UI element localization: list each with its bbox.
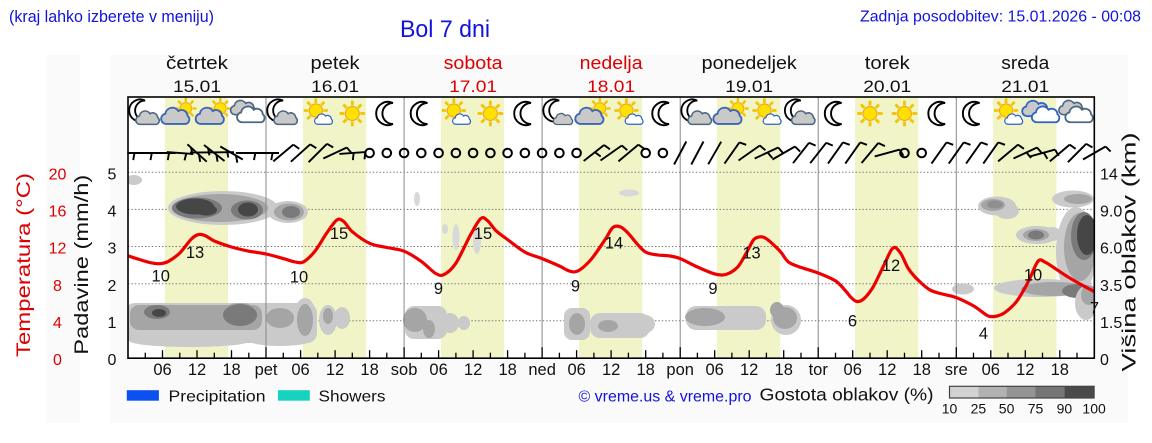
svg-text:18: 18 — [360, 361, 378, 379]
svg-text:6: 6 — [848, 312, 857, 330]
svg-text:3.5: 3.5 — [1100, 278, 1122, 295]
svg-text:7: 7 — [1090, 300, 1099, 318]
svg-text:15: 15 — [474, 225, 492, 243]
svg-text:8: 8 — [53, 278, 62, 295]
svg-text:17.01: 17.01 — [449, 77, 497, 96]
svg-text:12: 12 — [49, 241, 67, 258]
svg-text:sobota: sobota — [444, 53, 504, 73]
svg-text:ponedeljek: ponedeljek — [702, 53, 798, 73]
svg-text:nedelja: nedelja — [580, 53, 644, 73]
svg-text:15: 15 — [330, 225, 348, 243]
svg-text:2: 2 — [108, 278, 117, 295]
svg-text:10: 10 — [942, 401, 958, 417]
svg-text:četrtek: četrtek — [166, 53, 229, 73]
svg-text:50: 50 — [999, 401, 1015, 417]
svg-text:9.0: 9.0 — [1100, 204, 1122, 221]
svg-text:9: 9 — [434, 280, 443, 298]
svg-text:15.01: 15.01 — [173, 77, 221, 96]
svg-text:10: 10 — [290, 268, 308, 286]
svg-text:Temperatura (°C): Temperatura (°C) — [14, 173, 35, 357]
svg-text:Zadnja posodobitev: 15.01.2026: Zadnja posodobitev: 15.01.2026 - 00:08 — [860, 9, 1141, 26]
svg-text:sreda: sreda — [1001, 53, 1050, 73]
svg-text:06: 06 — [982, 361, 1000, 379]
svg-text:Gostota oblakov (%): Gostota oblakov (%) — [760, 385, 934, 405]
svg-text:20: 20 — [49, 167, 67, 184]
svg-text:18: 18 — [636, 361, 654, 379]
svg-text:18: 18 — [1051, 361, 1069, 379]
svg-text:12: 12 — [1016, 361, 1034, 379]
svg-text:25: 25 — [971, 401, 987, 417]
svg-text:21.01: 21.01 — [1001, 77, 1049, 96]
svg-text:1: 1 — [108, 315, 117, 332]
svg-text:4: 4 — [108, 204, 117, 221]
svg-text:90: 90 — [1057, 401, 1073, 417]
svg-text:12: 12 — [464, 361, 482, 379]
svg-text:9: 9 — [571, 277, 580, 295]
svg-text:13: 13 — [742, 244, 760, 262]
svg-text:20.01: 20.01 — [863, 77, 911, 96]
svg-text:Precipitation: Precipitation — [169, 389, 266, 406]
svg-text:14: 14 — [1100, 167, 1118, 184]
svg-text:pet: pet — [255, 361, 278, 379]
svg-text:16: 16 — [49, 204, 67, 221]
svg-text:Padavine (mm/h): Padavine (mm/h) — [72, 175, 93, 355]
svg-text:sob: sob — [391, 361, 418, 379]
svg-text:Showers: Showers — [319, 389, 386, 406]
svg-text:06: 06 — [291, 361, 309, 379]
svg-text:tor: tor — [809, 361, 829, 379]
svg-text:torek: torek — [865, 53, 911, 73]
svg-text:06: 06 — [706, 361, 724, 379]
svg-text:pon: pon — [666, 361, 694, 379]
svg-text:18: 18 — [498, 361, 516, 379]
svg-text:9: 9 — [708, 280, 717, 298]
svg-text:100: 100 — [1082, 401, 1106, 417]
svg-text:0: 0 — [108, 352, 117, 369]
svg-text:06: 06 — [429, 361, 447, 379]
svg-text:ned: ned — [528, 361, 556, 379]
svg-text:18: 18 — [775, 361, 793, 379]
svg-text:12: 12 — [878, 361, 896, 379]
svg-text:19.01: 19.01 — [725, 77, 773, 96]
svg-text:4: 4 — [979, 325, 988, 343]
svg-text:petek: petek — [311, 53, 361, 73]
svg-text:0: 0 — [53, 352, 62, 369]
svg-text:18: 18 — [913, 361, 931, 379]
svg-text:Višina oblakov (km): Višina oblakov (km) — [1120, 133, 1141, 372]
svg-text:12: 12 — [602, 361, 620, 379]
svg-text:12: 12 — [882, 257, 900, 275]
svg-text:06: 06 — [844, 361, 862, 379]
svg-text:10: 10 — [152, 268, 170, 286]
svg-text:06: 06 — [567, 361, 585, 379]
svg-text:(kraj lahko izberete v meniju): (kraj lahko izberete v meniju) — [9, 8, 214, 26]
svg-text:3: 3 — [108, 241, 117, 258]
svg-text:13: 13 — [186, 244, 204, 262]
svg-text:© vreme.us & vreme.pro: © vreme.us & vreme.pro — [579, 389, 752, 406]
svg-text:12: 12 — [188, 361, 206, 379]
svg-text:14: 14 — [605, 234, 623, 252]
svg-text:sre: sre — [945, 361, 968, 379]
svg-text:06: 06 — [153, 361, 171, 379]
svg-text:18.01: 18.01 — [587, 77, 635, 96]
svg-text:4: 4 — [53, 315, 62, 332]
svg-text:10: 10 — [1024, 266, 1042, 284]
svg-text:6.0: 6.0 — [1100, 241, 1122, 258]
svg-text:18: 18 — [222, 361, 240, 379]
svg-text:75: 75 — [1028, 401, 1044, 417]
svg-text:0: 0 — [1100, 352, 1109, 369]
svg-text:12: 12 — [740, 361, 758, 379]
svg-text:5: 5 — [108, 167, 117, 184]
svg-text:16.01: 16.01 — [311, 77, 359, 96]
svg-text:1.5: 1.5 — [1100, 315, 1122, 332]
svg-text:Bol 7 dni: Bol 7 dni — [400, 16, 490, 43]
svg-text:12: 12 — [326, 361, 344, 379]
